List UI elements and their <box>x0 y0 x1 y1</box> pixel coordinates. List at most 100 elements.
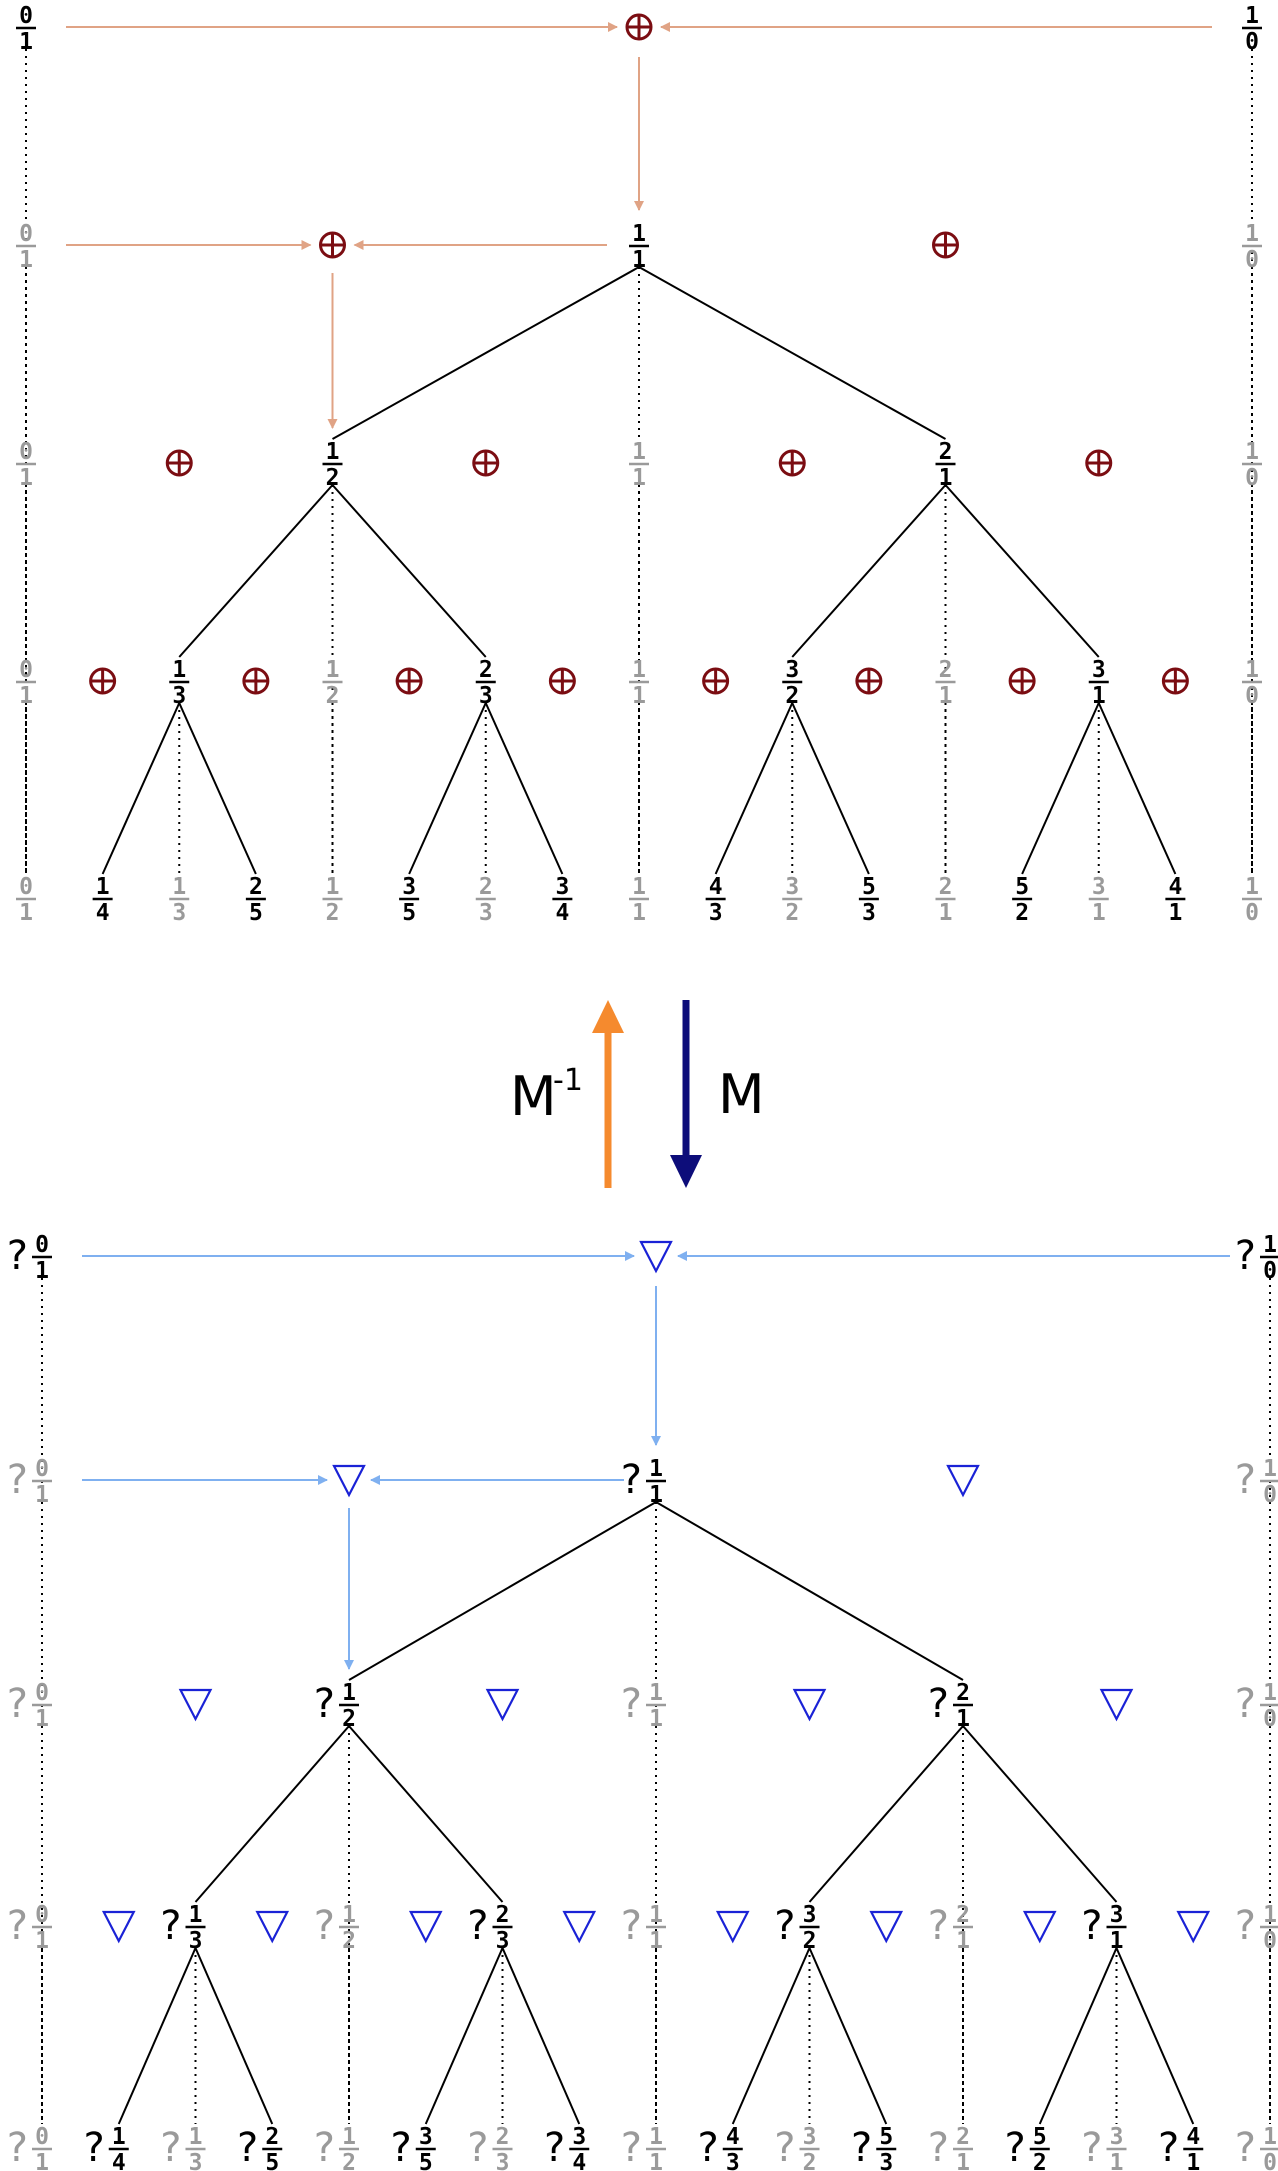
fraction-boundary: 01 <box>16 874 36 926</box>
fraction-denominator: 1 <box>956 1928 970 1954</box>
fraction-node: 41? <box>1156 2124 1204 2171</box>
down-triangle-icon <box>1099 1688 1134 1722</box>
fraction-denominator: 2 <box>326 683 340 709</box>
down-triangle-icon <box>715 1910 750 1944</box>
fraction-numerator: 1 <box>189 1902 203 1928</box>
fraction-denominator: 0 <box>1263 2150 1277 2171</box>
fraction-denominator: 1 <box>632 900 646 926</box>
fraction-numerator: 0 <box>35 1680 49 1706</box>
fraction-boundary: 01? <box>5 1902 52 1954</box>
unknown-marker: ? <box>465 2125 489 2171</box>
fraction-numerator: 1 <box>1263 1232 1277 1258</box>
down-triangle-icon <box>869 1910 904 1944</box>
fraction-node: 12 <box>322 439 343 491</box>
fraction-denominator: 1 <box>939 683 953 709</box>
fraction-numerator: 1 <box>632 221 646 247</box>
fraction-denominator: 3 <box>862 900 876 926</box>
fraction-numerator: 0 <box>35 1456 49 1482</box>
fraction-denominator: 1 <box>649 1928 663 1954</box>
fraction-denominator: 5 <box>402 900 416 926</box>
fraction-node: 52? <box>1003 2124 1050 2171</box>
fraction-numerator: 1 <box>632 874 646 900</box>
fraction-numerator: 3 <box>402 874 416 900</box>
fraction-denominator: 3 <box>709 900 723 926</box>
fraction-numerator: 3 <box>1110 2124 1124 2150</box>
fraction-numerator: 2 <box>496 2124 510 2150</box>
down-triangle-icon <box>178 1688 213 1722</box>
fraction-numerator: 1 <box>342 1902 356 1928</box>
fraction-denominator: 5 <box>265 2150 279 2171</box>
fraction-denominator: 1 <box>19 247 33 273</box>
circled-plus-icon <box>1085 449 1113 477</box>
unknown-marker: ? <box>926 1903 950 1949</box>
unknown-marker: ? <box>312 1681 336 1727</box>
fraction-numerator: 1 <box>632 439 646 465</box>
fraction-numerator: 2 <box>939 657 953 683</box>
fraction-numerator: 4 <box>1186 2124 1200 2150</box>
fraction-node: 25 <box>245 874 266 926</box>
fraction-denominator: 1 <box>19 900 33 926</box>
fraction-numerator: 5 <box>862 874 876 900</box>
fraction-numerator: 1 <box>96 874 110 900</box>
tree-edge <box>501 1947 581 2125</box>
fraction-denominator: 0 <box>1245 900 1259 926</box>
tree-edge <box>731 1947 811 2125</box>
fraction-node: 12? <box>312 1680 359 1732</box>
fraction-boundary: 21 <box>935 874 956 926</box>
fraction-denominator: 3 <box>189 1928 203 1954</box>
tree-edge <box>348 1725 504 1903</box>
fraction-numerator: 2 <box>956 1902 970 1928</box>
unknown-marker: ? <box>1156 2125 1180 2171</box>
fraction-boundary: 10 <box>1242 221 1262 273</box>
tree-edge <box>638 266 946 440</box>
tree-edge <box>1021 702 1100 875</box>
unknown-marker: ? <box>849 2125 873 2171</box>
fraction-node: 34 <box>552 874 573 926</box>
fraction-numerator: 1 <box>326 657 340 683</box>
fraction-numerator: 1 <box>649 1680 663 1706</box>
unknown-marker: ? <box>1233 1903 1257 1949</box>
fraction-node: 52 <box>1012 874 1033 926</box>
fraction-numerator: 1 <box>1263 2124 1277 2150</box>
fraction-denominator: 1 <box>956 1706 970 1732</box>
fraction-boundary: 21? <box>926 1902 973 1954</box>
unknown-marker: ? <box>82 2125 106 2171</box>
fraction-denominator: 2 <box>803 2150 817 2171</box>
fraction-denominator: 3 <box>496 1928 510 1954</box>
fraction-denominator: 0 <box>1245 683 1259 709</box>
fraction-denominator: 1 <box>939 465 953 491</box>
fraction-numerator: 1 <box>1245 657 1259 683</box>
fraction-denominator: 1 <box>19 465 33 491</box>
fraction-boundary: 11 <box>629 439 649 491</box>
fraction-boundary: 10? <box>1233 1456 1278 1508</box>
tree-edge <box>194 1725 350 1903</box>
fraction-numerator: 5 <box>1015 874 1029 900</box>
fraction-boundary: 13 <box>169 874 190 926</box>
tree-edge <box>1097 702 1177 875</box>
forward-arrowhead-icon <box>670 1155 702 1188</box>
down-triangle-icon <box>1022 1910 1057 1944</box>
fraction-boundary: 01 <box>16 657 36 709</box>
down-triangle-icon <box>485 1688 520 1722</box>
tree-edge <box>808 1947 888 2125</box>
fraction-boundary: 32? <box>772 2124 820 2171</box>
unknown-marker: ? <box>1003 2125 1027 2171</box>
tree-edge <box>791 702 870 875</box>
fraction-denominator: 3 <box>496 2150 510 2171</box>
fraction-denominator: 3 <box>726 2150 740 2171</box>
fraction-numerator: 2 <box>479 657 493 683</box>
fraction-denominator: 3 <box>479 900 493 926</box>
unknown-marker: ? <box>158 2125 182 2171</box>
fraction-boundary: 01? <box>5 1680 52 1732</box>
unknown-marker: ? <box>389 2125 413 2171</box>
fraction-node: 23 <box>475 657 496 709</box>
fraction-node: 43? <box>696 2124 743 2171</box>
fraction-numerator: 3 <box>1092 874 1106 900</box>
down-triangle-icon <box>408 1910 443 1944</box>
fraction-boundary: 12? <box>312 2124 359 2171</box>
fraction-numerator: 3 <box>785 657 799 683</box>
tree-edge <box>424 1947 504 2125</box>
fraction-denominator: 1 <box>19 29 33 55</box>
fraction-numerator: 0 <box>35 1902 49 1928</box>
